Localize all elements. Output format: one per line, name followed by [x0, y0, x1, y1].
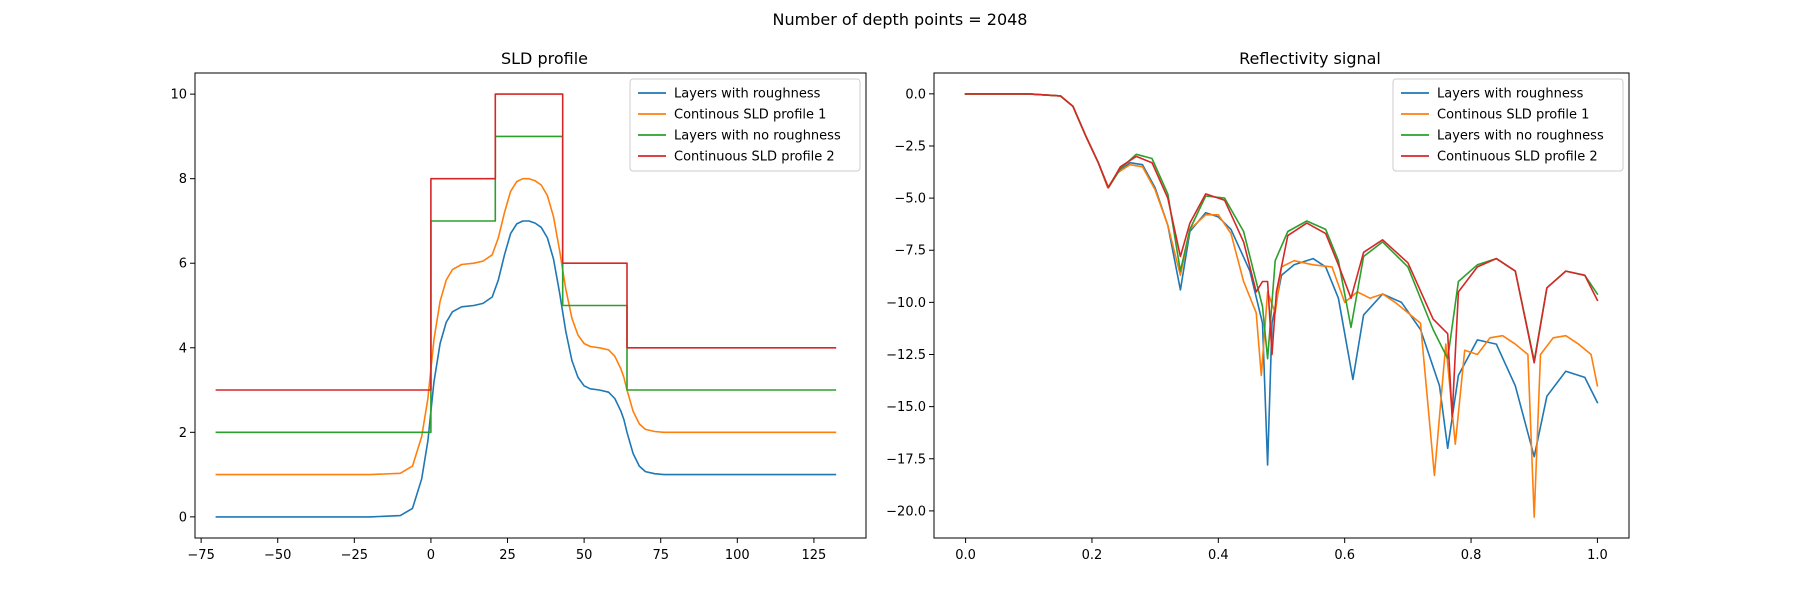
sld-legend-label: Continous SLD profile 1	[674, 108, 826, 123]
refl-x-tick-label: 0.6	[1334, 548, 1355, 563]
sld-y-tick-label: 0	[179, 510, 187, 525]
refl-x-tick-label: 0.2	[1082, 548, 1103, 563]
sld-profile-axes: SLD profile −75 −50 −25 0 25 50 75 100 125 0 2 4 6 8 1…	[170, 49, 867, 563]
sld-x-tick-label: −25	[341, 548, 368, 563]
sld-x-tick-label: 125	[801, 548, 826, 563]
refl-y-tick-label: −15.0	[886, 400, 926, 415]
figure-suptitle: Number of depth points = 2048	[773, 10, 1028, 29]
sld-y-tick-label: 2	[179, 426, 187, 441]
sld-x-tick-label: −75	[187, 548, 214, 563]
sld-legend-label: Continuous SLD profile 2	[674, 150, 835, 165]
sld-legend-label: Layers with no roughness	[674, 129, 841, 144]
sld-series-line-2	[215, 177, 837, 476]
sld-legend: Layers with roughness Continous SLD profi…	[629, 78, 861, 172]
refl-series-group	[964, 93, 1599, 518]
sld-x-tick-label: −50	[264, 548, 291, 563]
refl-y-tick-label: −10.0	[886, 296, 926, 311]
refl-series-line-4	[964, 93, 1599, 418]
sld-axes-frame	[194, 72, 867, 539]
refl-series-line-2	[964, 93, 1599, 518]
refl-legend: Layers with roughness Continous SLD profi…	[1392, 78, 1624, 172]
sld-x-tick-label: 50	[576, 548, 593, 563]
refl-y-tick-label: −20.0	[886, 504, 926, 519]
refl-y-tick-label: −17.5	[886, 452, 926, 467]
sld-legend-label: Layers with roughness	[674, 87, 821, 102]
refl-axes-frame	[933, 72, 1630, 539]
refl-x-tick-label: 0.4	[1208, 548, 1229, 563]
refl-y-tick-label: −2.5	[894, 139, 926, 154]
sld-x-tick-label: 100	[725, 548, 750, 563]
refl-x-tick-label: 1.0	[1587, 548, 1608, 563]
sld-y-tick-label: 8	[179, 172, 187, 187]
sld-y-tick-label: 4	[179, 341, 187, 356]
sld-x-tick-label: 75	[652, 548, 669, 563]
sld-y-tick-label: 10	[170, 88, 187, 103]
sld-series-line-4	[215, 93, 837, 391]
sld-series-line-1	[215, 220, 837, 518]
sld-x-tick-label: 0	[427, 548, 435, 563]
sld-y-tick-label: 6	[179, 257, 187, 272]
refl-y-tick-label: 0.0	[905, 87, 926, 102]
refl-legend-box	[1392, 78, 1624, 172]
reflectivity-title: Reflectivity signal	[1239, 49, 1381, 68]
refl-y-tick-label: −12.5	[886, 348, 926, 363]
sld-profile-title: SLD profile	[501, 49, 588, 68]
refl-y-tick-label: −7.5	[894, 244, 926, 259]
refl-x-tick-label: 0.8	[1461, 548, 1482, 563]
sld-legend-box	[629, 78, 861, 172]
refl-legend-label: Layers with roughness	[1437, 87, 1584, 102]
refl-x-tick-label: 0.0	[955, 548, 976, 563]
sld-series-group	[215, 93, 837, 518]
sld-series-line-3	[215, 135, 837, 434]
refl-y-tick-label: −5.0	[894, 192, 926, 207]
refl-legend-label: Layers with no roughness	[1437, 129, 1604, 144]
refl-legend-label: Continous SLD profile 1	[1437, 108, 1589, 123]
sld-x-tick-label: 25	[499, 548, 516, 563]
refl-legend-label: Continuous SLD profile 2	[1437, 150, 1598, 165]
reflectivity-axes: Reflectivity signal 0.0 0.2 0.4 0.6 0.8 1.0 0.…	[886, 49, 1630, 563]
